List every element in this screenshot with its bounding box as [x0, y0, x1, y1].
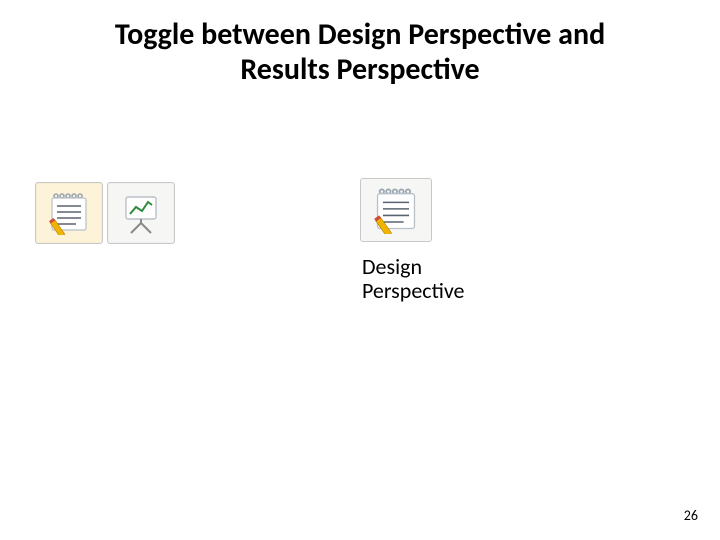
design-perspective-icon-large	[360, 178, 432, 242]
notepad-pencil-icon	[46, 191, 92, 235]
title-line-2: Results Perspective	[240, 51, 479, 88]
title-line-1: Toggle between Design Perspective and	[115, 16, 605, 53]
easel-chart-icon	[118, 191, 164, 235]
design-perspective-button[interactable]	[35, 182, 103, 244]
slide-title: Toggle between Design Perspective and Re…	[0, 18, 720, 87]
notepad-pencil-icon	[371, 186, 421, 234]
caption-line-1: Design	[362, 253, 422, 280]
perspective-toolbar	[35, 178, 175, 248]
caption-line-2: Perspective	[362, 277, 465, 304]
design-perspective-caption: Design Perspective	[362, 255, 465, 303]
results-perspective-button[interactable]	[107, 182, 175, 244]
page-number: 26	[684, 507, 698, 524]
